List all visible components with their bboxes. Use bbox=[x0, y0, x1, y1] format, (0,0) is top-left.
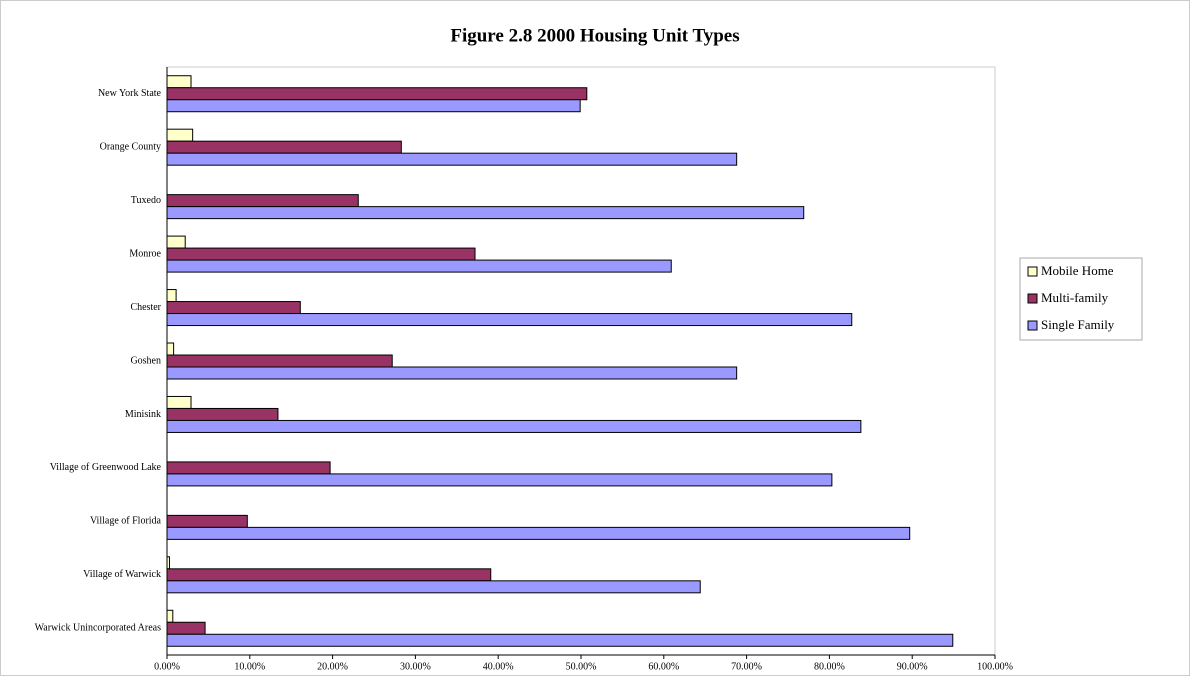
bar bbox=[166, 99, 581, 113]
bar bbox=[166, 366, 738, 380]
y-tick-label: Village of Florida bbox=[90, 516, 162, 527]
bar bbox=[166, 556, 170, 570]
legend-swatch bbox=[1027, 320, 1038, 331]
y-tick-label: Goshen bbox=[130, 355, 161, 366]
bar bbox=[166, 247, 476, 261]
x-tick-label: 60.00% bbox=[648, 661, 679, 672]
y-tick-label: Village of Greenwood Lake bbox=[50, 462, 162, 473]
x-tick-label: 90.00% bbox=[897, 661, 928, 672]
legend-label: Single Family bbox=[1041, 317, 1115, 332]
chart-title: Figure 2.8 2000 Housing Unit Types bbox=[450, 25, 739, 46]
x-tick-label: 40.00% bbox=[483, 661, 514, 672]
y-tick-label: Chester bbox=[130, 302, 161, 313]
bar bbox=[166, 140, 402, 154]
bar bbox=[166, 301, 301, 315]
x-tick-label: 10.00% bbox=[234, 661, 265, 672]
bar bbox=[166, 342, 175, 356]
bar bbox=[166, 461, 331, 475]
y-tick-label: Monroe bbox=[129, 248, 161, 259]
bar bbox=[166, 580, 701, 594]
bar bbox=[166, 152, 738, 166]
bar bbox=[166, 259, 672, 273]
x-tick-label: 50.00% bbox=[566, 661, 597, 672]
bar bbox=[166, 473, 833, 487]
legend-swatch bbox=[1027, 266, 1038, 277]
y-tick-label: Warwick Unincorporated Areas bbox=[35, 623, 161, 634]
bar bbox=[166, 568, 492, 582]
y-tick-label: Orange County bbox=[100, 141, 161, 152]
bar bbox=[166, 235, 186, 249]
bar bbox=[166, 514, 248, 528]
legend-label: Mobile Home bbox=[1041, 263, 1114, 278]
bar bbox=[166, 633, 954, 647]
bar bbox=[166, 419, 862, 433]
x-tick-label: 70.00% bbox=[731, 661, 762, 672]
legend-swatch bbox=[1027, 293, 1038, 304]
bar bbox=[166, 128, 194, 142]
bar bbox=[166, 354, 393, 368]
bar bbox=[166, 621, 206, 635]
bar bbox=[166, 206, 805, 220]
bar bbox=[166, 407, 279, 421]
y-tick-label: Minisink bbox=[125, 409, 161, 420]
bar bbox=[166, 75, 192, 89]
x-tick-label: 100.00% bbox=[977, 661, 1013, 672]
bar bbox=[166, 289, 177, 303]
bar bbox=[166, 526, 911, 540]
bar bbox=[166, 609, 174, 623]
x-tick-label: 20.00% bbox=[317, 661, 348, 672]
y-tick-label: New York State bbox=[98, 88, 162, 99]
bar bbox=[166, 194, 359, 208]
y-tick-label: Village of Warwick bbox=[83, 569, 161, 580]
bar bbox=[166, 395, 192, 409]
legend-label: Multi-family bbox=[1041, 290, 1109, 305]
bar bbox=[166, 313, 853, 327]
x-tick-label: 80.00% bbox=[814, 661, 845, 672]
y-tick-label: Tuxedo bbox=[131, 195, 161, 206]
legend-box bbox=[1019, 257, 1143, 341]
bar bbox=[166, 87, 588, 101]
x-tick-label: 0.00% bbox=[154, 661, 180, 672]
x-tick-label: 30.00% bbox=[400, 661, 431, 672]
